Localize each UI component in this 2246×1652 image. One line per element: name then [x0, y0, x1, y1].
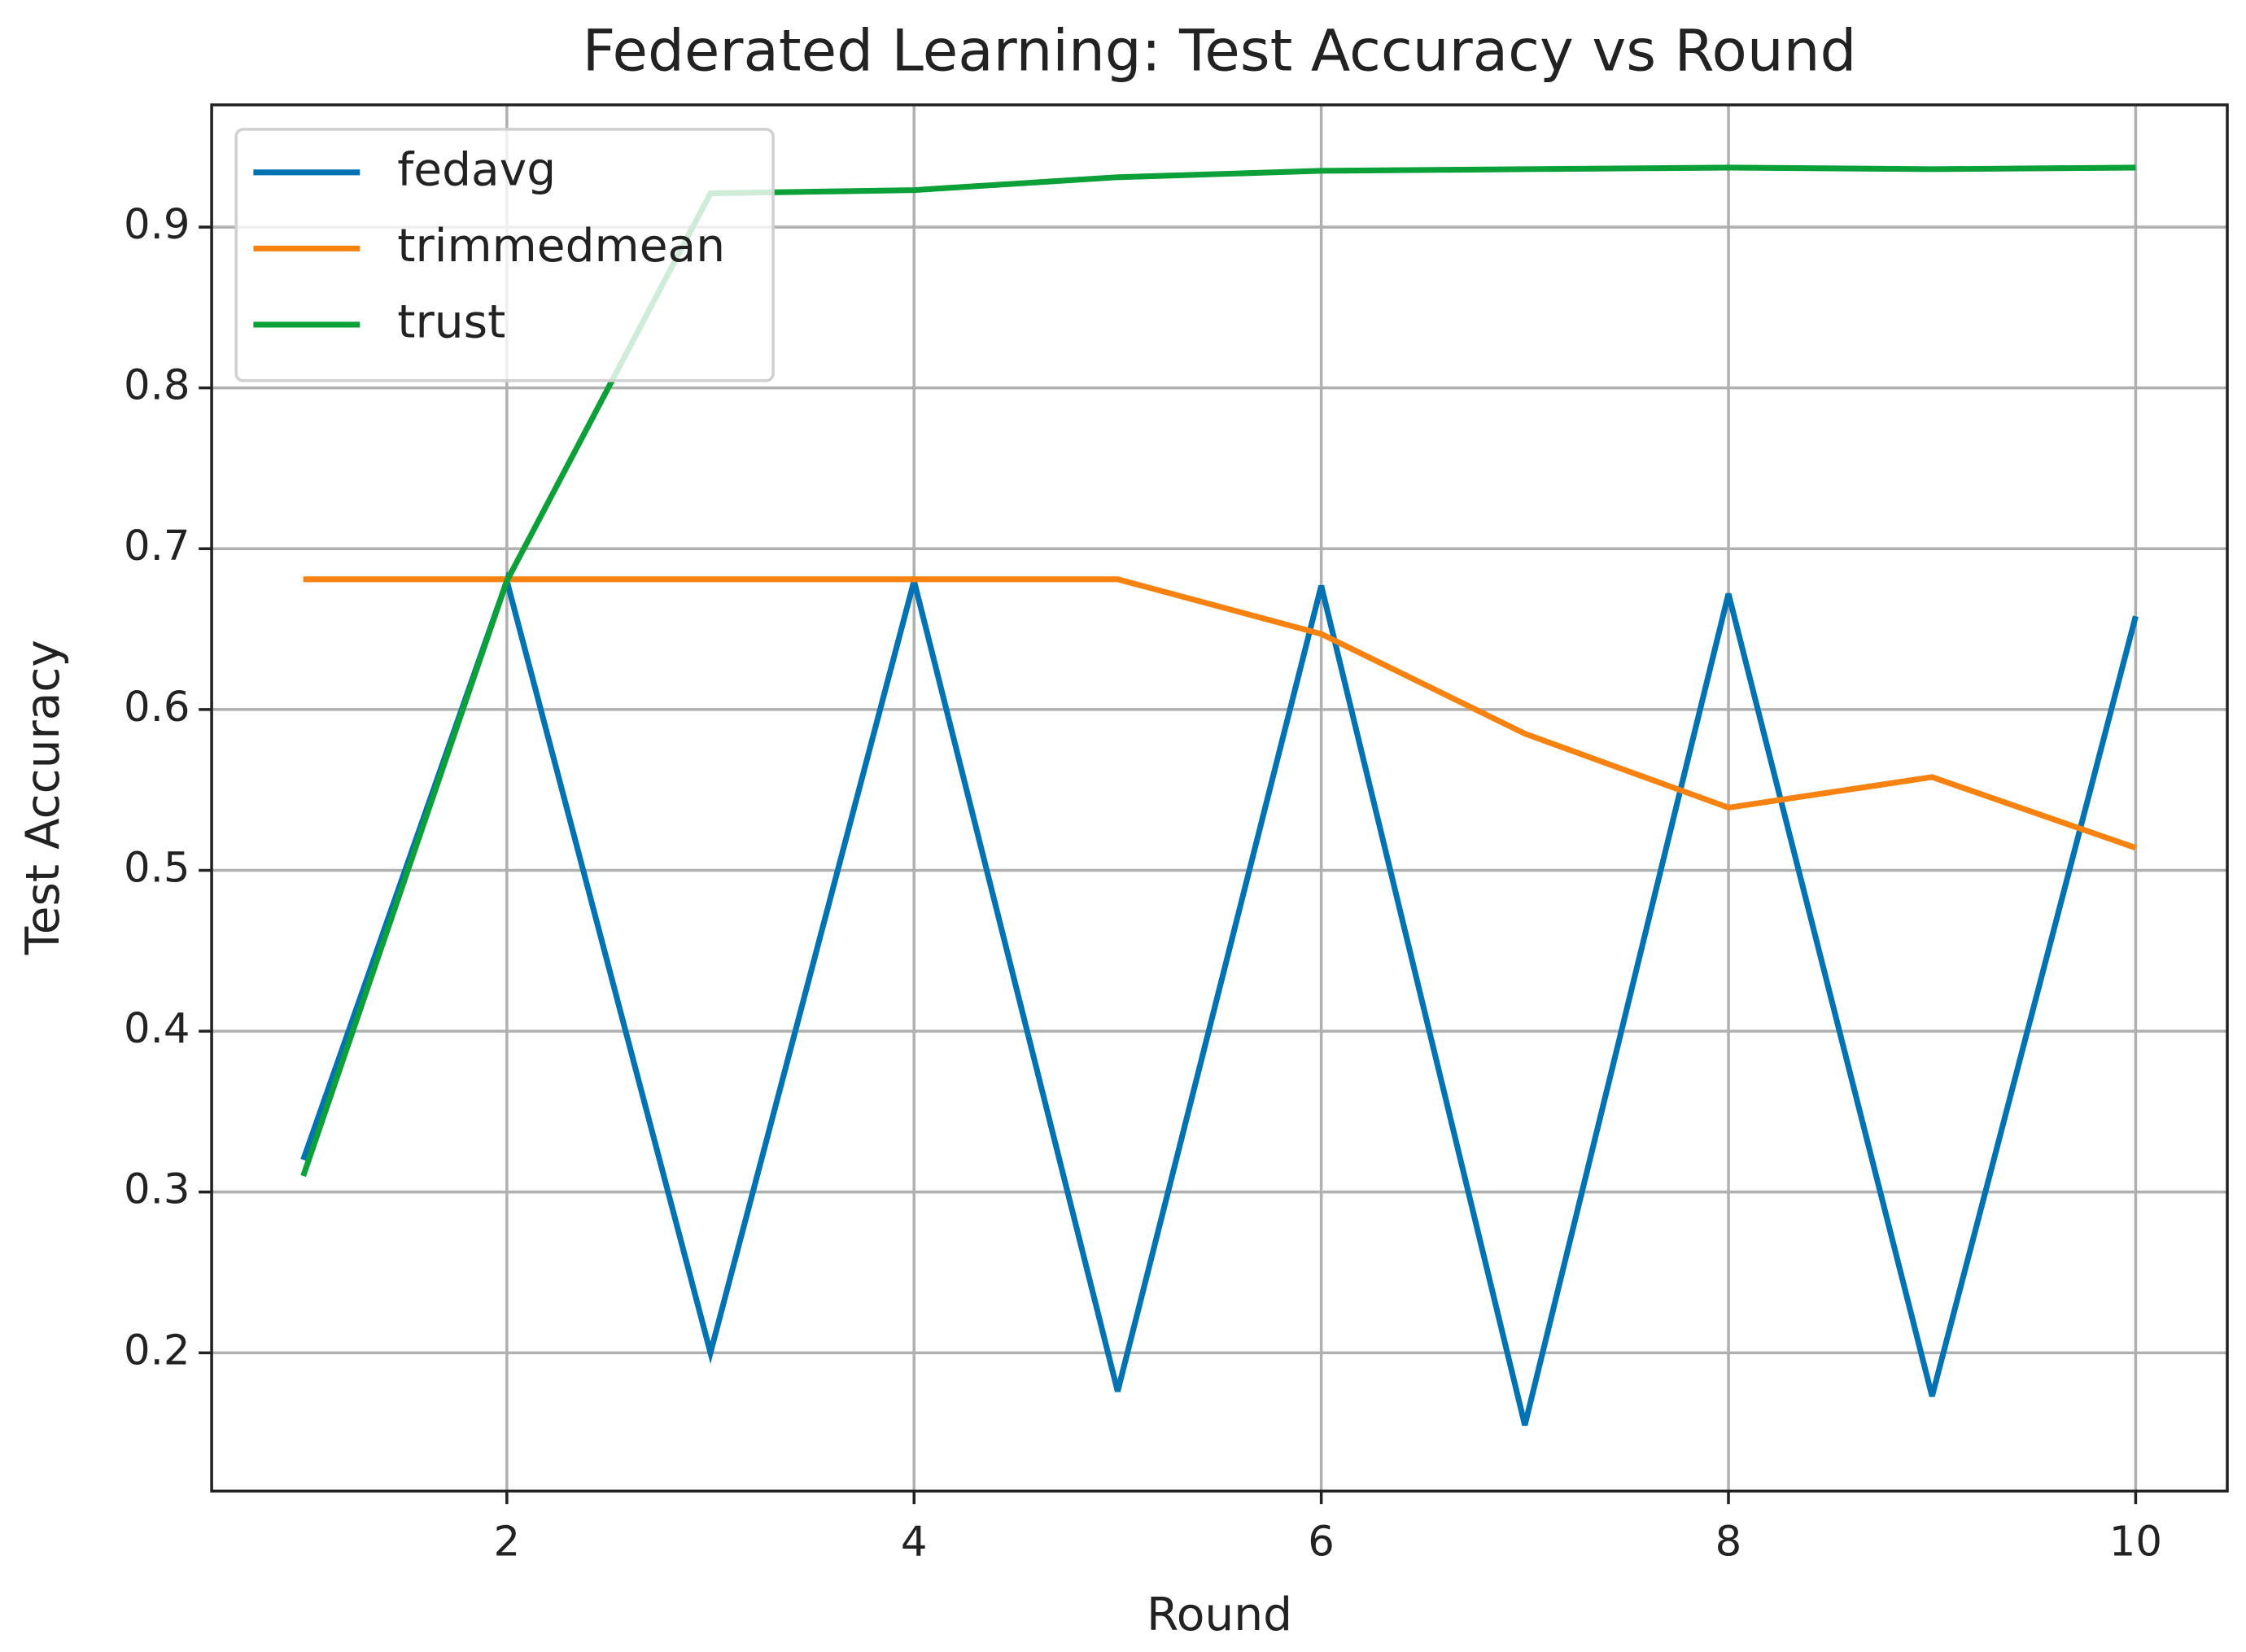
plot-frame: [210, 103, 2229, 1493]
x-tick-label: 10: [2109, 1518, 2162, 1567]
y-axis-label: Test Accuracy: [17, 640, 70, 955]
y-tick-label: 0.4: [124, 1004, 190, 1053]
line-series: [303, 576, 2137, 851]
y-tick-label: 0.8: [124, 361, 190, 410]
x-axis-label: Round: [1147, 1589, 1292, 1641]
legend-label: fedavg: [397, 143, 556, 196]
legend: fedavg trimmedmean trust: [234, 128, 775, 382]
y-tick-label: 0.6: [124, 683, 190, 732]
x-tick-label: 8: [1715, 1518, 1742, 1567]
x-tick-label: 4: [901, 1518, 928, 1567]
x-tick-label: 2: [494, 1518, 521, 1567]
legend-label: trimmedmean: [397, 220, 725, 273]
line-series: [300, 164, 2136, 1178]
y-tick-label: 0.3: [124, 1165, 190, 1214]
line-series: [300, 570, 2139, 1427]
y-tick-label: 0.9: [124, 200, 190, 249]
y-tick-label: 0.7: [124, 522, 190, 570]
legend-label: trust: [397, 296, 505, 349]
y-tick-label: 0.5: [124, 844, 190, 893]
x-tick-label: 6: [1308, 1518, 1335, 1567]
chart-title: Federated Learning: Test Accuracy vs Rou…: [583, 17, 1857, 85]
legend-box: [234, 128, 775, 382]
y-tick-label: 0.2: [124, 1326, 190, 1374]
